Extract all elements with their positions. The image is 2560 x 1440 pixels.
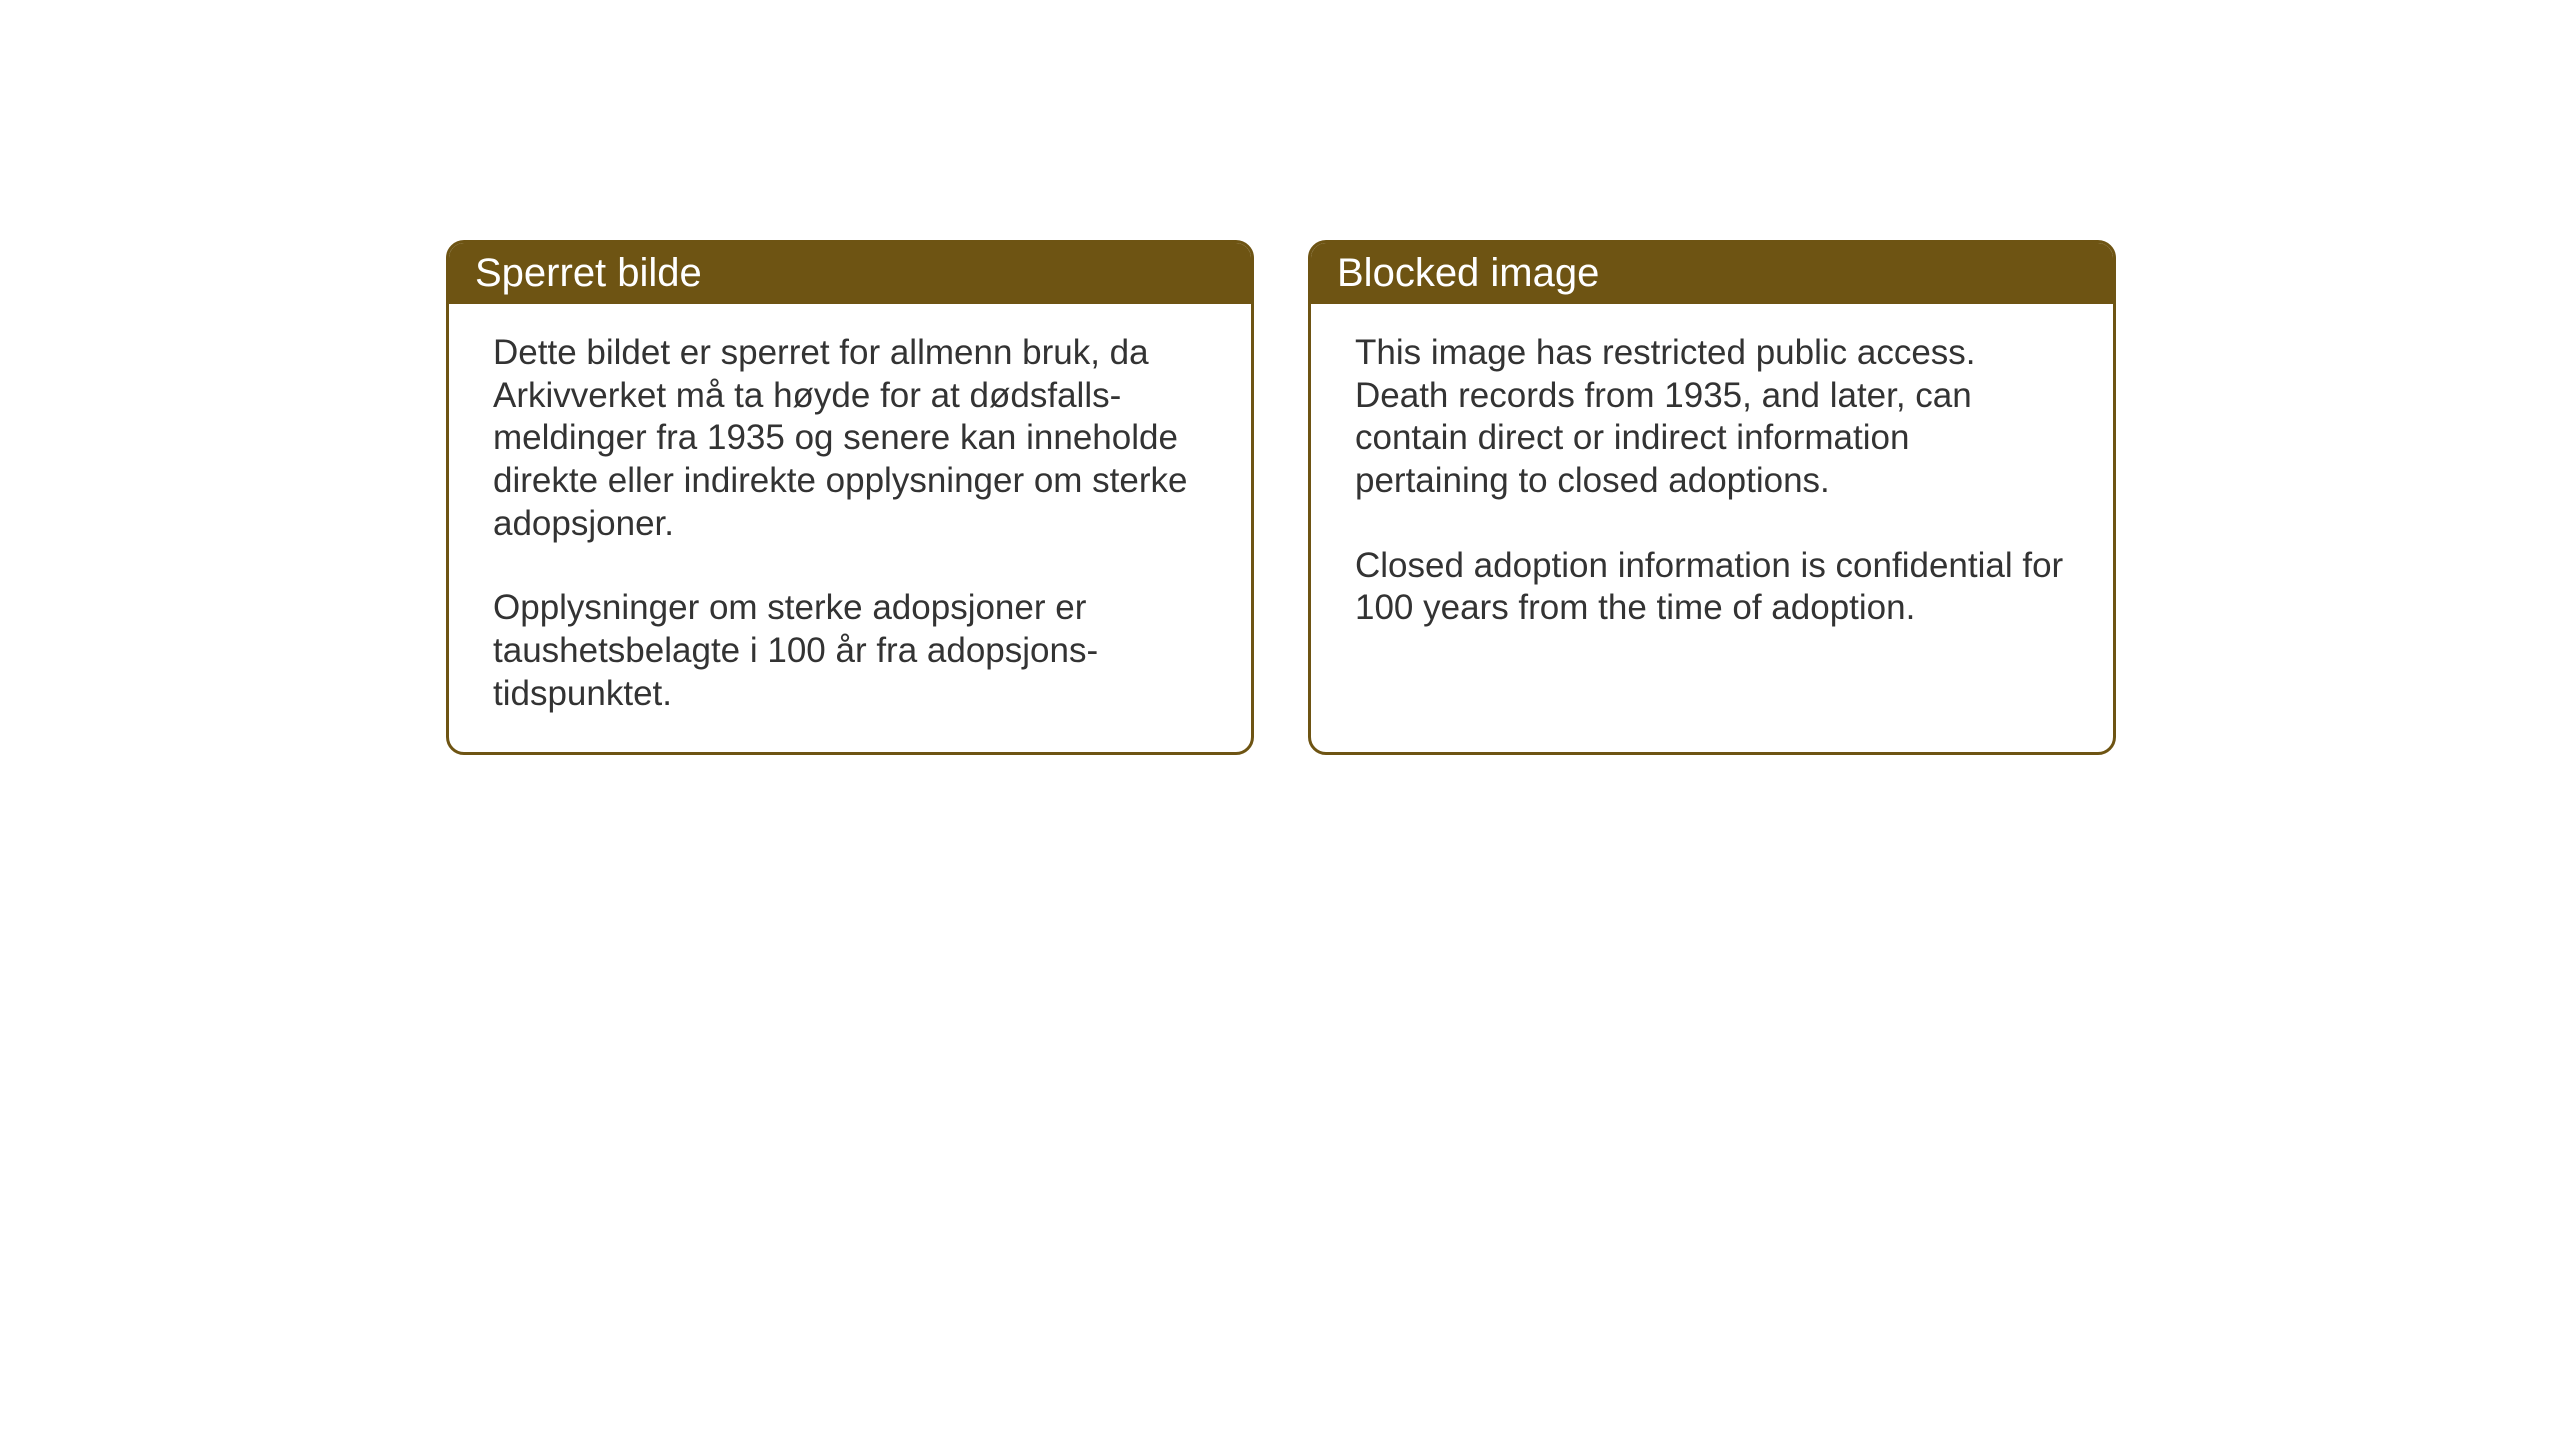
paragraph-english-2: Closed adoption information is confident… [1355, 545, 2069, 630]
card-header-english: Blocked image [1311, 243, 2113, 304]
card-body-english: This image has restricted public access.… [1311, 304, 2113, 666]
card-title-english: Blocked image [1337, 251, 1599, 295]
card-header-norwegian: Sperret bilde [449, 243, 1251, 304]
paragraph-norwegian-1: Dette bildet er sperret for allmenn bruk… [493, 332, 1207, 545]
paragraph-english-1: This image has restricted public access.… [1355, 332, 2069, 503]
card-body-norwegian: Dette bildet er sperret for allmenn bruk… [449, 304, 1251, 752]
paragraph-norwegian-2: Opplysninger om sterke adopsjoner er tau… [493, 587, 1207, 715]
notice-container: Sperret bilde Dette bildet er sperret fo… [446, 240, 2116, 755]
card-english: Blocked image This image has restricted … [1308, 240, 2116, 755]
card-norwegian: Sperret bilde Dette bildet er sperret fo… [446, 240, 1254, 755]
card-title-norwegian: Sperret bilde [475, 251, 702, 295]
